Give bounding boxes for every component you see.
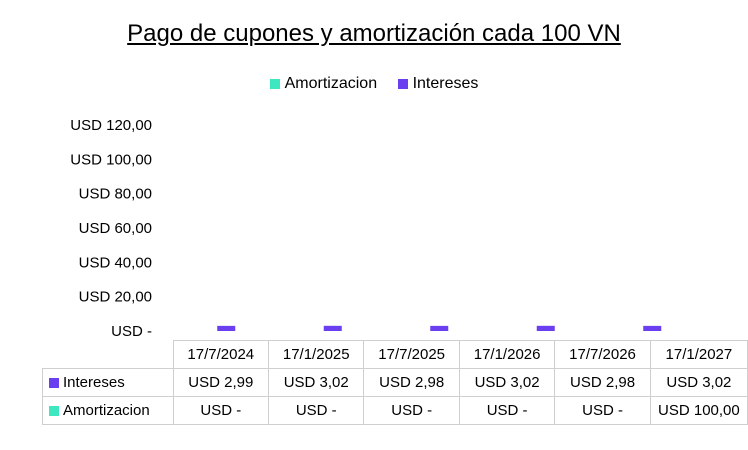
bar-intereses-2	[430, 325, 449, 331]
data-table-cell: USD -	[268, 396, 365, 425]
data-table-cell: USD -	[172, 396, 270, 425]
data-table-cell: USD -	[363, 396, 460, 425]
bar-intereses-0	[217, 325, 236, 331]
y-tick-label: USD 60,00	[79, 220, 152, 237]
y-tick-label: USD -	[111, 323, 152, 340]
legend-item-amortizacion: Amortizacion	[269, 75, 378, 93]
data-table-cell: USD 3,02	[458, 368, 556, 397]
y-tick-label: USD 100,00	[70, 151, 152, 168]
data-table-row-header: Intereses	[42, 368, 174, 397]
bar-intereses-3	[536, 325, 555, 331]
category-label: 17/1/2025	[268, 340, 365, 369]
row-label-intereses: Intereses	[63, 374, 125, 391]
data-table-cell: USD -	[458, 396, 556, 425]
data-table-cell: USD 2,99	[172, 368, 270, 397]
legend-label-amortizacion: Amortizacion	[284, 75, 378, 92]
chart-legend: Amortizacion Intereses	[0, 75, 748, 94]
category-label: 17/7/2026	[554, 340, 651, 369]
bar-intereses-4	[643, 325, 662, 331]
data-table-cell: USD 100,00	[649, 396, 748, 425]
data-table-cell: USD 2,98	[363, 368, 460, 397]
y-tick-label: USD 20,00	[79, 289, 152, 306]
y-tick-label: USD 120,00	[70, 117, 152, 134]
chart-title: Pago de cupones y amortización cada 100 …	[127, 20, 621, 47]
legend-swatch-intereses	[397, 79, 408, 89]
data-table-cell: USD 2,98	[554, 368, 651, 397]
legend-swatch-amortizacion	[269, 79, 280, 89]
data-table-row-header: Amortizacion	[42, 396, 174, 425]
y-tick-label: USD 40,00	[79, 254, 152, 271]
y-tick-label: USD 80,00	[79, 186, 152, 203]
data-table-cell: USD 3,02	[649, 368, 748, 397]
data-table-corner	[42, 340, 174, 369]
row-label-amortizacion: Amortizacion	[63, 402, 150, 419]
data-table-row-amortizacion: Amortizacion USD - USD - USD - USD - USD…	[42, 396, 748, 425]
data-table: 17/7/2024 17/1/2025 17/7/2025 17/1/2026 …	[42, 340, 748, 425]
bar-intereses-1	[323, 325, 342, 331]
data-table-row-intereses: Intereses USD 2,99 USD 3,02 USD 2,98 USD…	[42, 368, 748, 397]
category-label: 17/7/2024	[172, 340, 270, 369]
data-table-header-row: 17/7/2024 17/1/2025 17/7/2025 17/1/2026 …	[42, 340, 748, 369]
row-swatch-intereses	[49, 378, 59, 389]
category-label: 17/7/2025	[363, 340, 460, 369]
data-table-cell: USD 3,02	[268, 368, 365, 397]
category-label: 17/1/2026	[458, 340, 556, 369]
data-table-cell: USD -	[554, 396, 651, 425]
category-label: 17/1/2027	[649, 340, 748, 369]
legend-item-intereses: Intereses	[397, 75, 479, 93]
legend-label-intereses: Intereses	[412, 75, 479, 92]
row-swatch-amortizacion	[49, 406, 59, 417]
